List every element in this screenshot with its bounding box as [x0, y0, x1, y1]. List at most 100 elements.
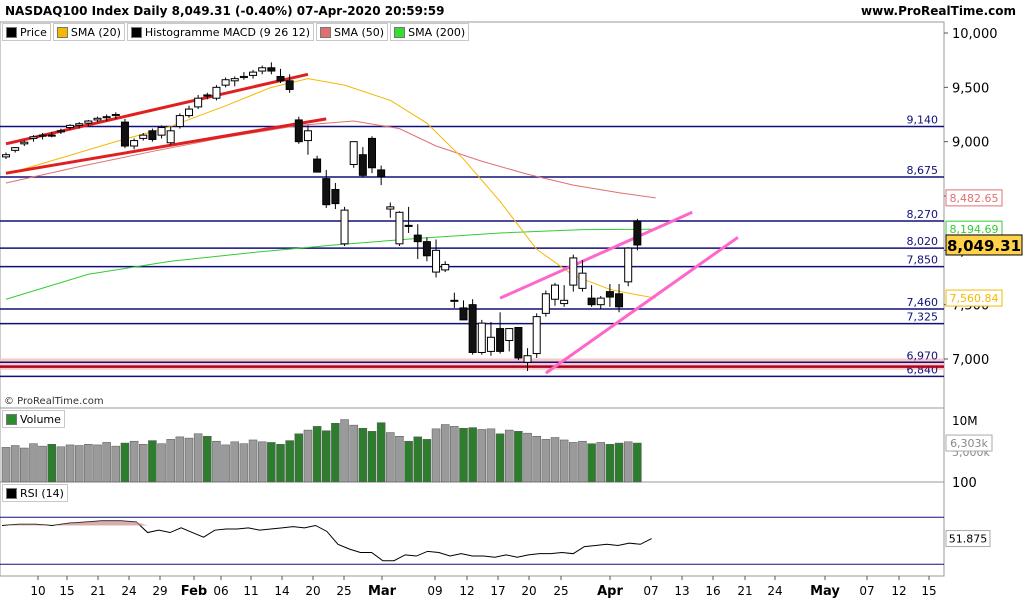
candle-body-57 [523, 355, 532, 363]
legend-swatch-icon [130, 26, 142, 38]
volume-bar-21 [193, 433, 203, 483]
volume-bar-67 [614, 442, 624, 483]
legend-item-4[interactable]: SMA (200) [390, 23, 470, 41]
volume-bar-47 [431, 428, 441, 483]
candle-body-47 [432, 249, 441, 273]
volume-bar-54 [495, 433, 505, 483]
volume-bar-68 [623, 441, 633, 483]
candle-body-68 [624, 247, 633, 283]
candle-body-38 [349, 141, 358, 165]
volume-bar-63 [578, 440, 587, 483]
x-tick-label-15: 20 [521, 584, 536, 598]
rsi-panel-frame [0, 481, 945, 577]
legend-item-1[interactable]: SMA (20) [52, 23, 125, 41]
candle-body-5 [47, 134, 56, 137]
x-tick-label-3: 24 [121, 584, 136, 598]
candle-body-26 [239, 75, 248, 79]
trendline-2 [499, 210, 693, 300]
candle-body-64 [587, 297, 596, 306]
rsi-legend-item[interactable]: RSI (14) [2, 484, 68, 502]
brand-label[interactable]: www.ProRealTime.com [861, 4, 1016, 18]
x-tick-label-1: 15 [59, 584, 74, 598]
x-tick-label-16: 25 [553, 584, 568, 598]
legend-item-0[interactable]: Price [2, 23, 51, 41]
volume-bar-22 [203, 436, 212, 483]
candle-body-15 [139, 134, 148, 139]
legend-swatch-icon [394, 26, 406, 38]
x-tick-label-19: 13 [674, 584, 689, 598]
volume-bar-51 [468, 427, 477, 483]
legend-label: Price [20, 25, 47, 39]
candle-body-36 [331, 188, 340, 205]
level-label-6: 7,325 [907, 311, 939, 324]
candle-body-27 [249, 71, 258, 76]
candle-body-34 [313, 158, 322, 173]
candle-body-9 [84, 120, 93, 124]
legend-label: SMA (50) [334, 25, 385, 39]
level-label-1: 8,675 [907, 164, 939, 177]
legend-item-3[interactable]: SMA (50) [316, 23, 389, 41]
candle-body-52 [477, 322, 486, 353]
volume-bar-38 [349, 424, 358, 483]
volume-bar-8 [74, 445, 84, 483]
price-badge-0 [945, 189, 1003, 207]
price-badge-3 [945, 289, 1003, 307]
candle-body-21 [194, 97, 203, 108]
candle-body-44 [404, 224, 413, 227]
x-tick-label-17: Apr [597, 584, 623, 599]
legend-item-2[interactable]: Histogramme MACD (9 26 12) [126, 23, 315, 41]
volume-bar-20 [184, 437, 194, 483]
candle-body-37 [340, 209, 349, 245]
y-tick-label-0: 10,000 [952, 27, 998, 42]
candle-body-12 [111, 114, 120, 117]
candle-body-11 [102, 116, 111, 119]
candle-body-2 [20, 141, 29, 145]
legend-swatch-icon [320, 26, 332, 38]
volume-bar-28 [257, 441, 267, 483]
candle-body-48 [441, 263, 450, 271]
volume-bar-64 [587, 443, 596, 483]
price-badge-label-3: 7,560.84 [950, 292, 999, 305]
x-tick-label-8: 14 [274, 584, 289, 598]
level-label-5: 7,460 [907, 296, 939, 309]
volume-bar-24 [221, 444, 230, 483]
trendline-0 [5, 72, 309, 146]
legend-swatch-icon [56, 26, 68, 38]
x-tick-label-20: 16 [705, 584, 720, 598]
candle-body-31 [285, 80, 294, 91]
volume-bar-44 [404, 440, 413, 483]
volume-legend-item[interactable]: Volume [2, 410, 65, 428]
volume-bar-39 [358, 427, 368, 483]
candle-body-49 [450, 299, 459, 302]
volume-bar-37 [340, 419, 349, 483]
level-label-4: 7,850 [907, 254, 939, 267]
volume-bar-27 [248, 439, 258, 483]
candle-body-58 [532, 316, 541, 355]
rsi-label: RSI (14) [20, 486, 64, 500]
candle-body-22 [203, 94, 212, 97]
candle-body-65 [596, 297, 605, 306]
x-tick-label-7: 11 [243, 584, 258, 598]
volume-bar-7 [65, 444, 75, 483]
candle-body-50 [459, 307, 468, 321]
candle-body-6 [56, 130, 65, 133]
x-tick-label-2: 21 [90, 584, 105, 598]
volume-bar-40 [367, 431, 377, 483]
support-band [0, 358, 944, 370]
candle-body-29 [267, 67, 276, 72]
candle-body-20 [185, 108, 193, 117]
volume-badge-label: 6,303k [950, 437, 988, 450]
candle-body-14 [130, 140, 139, 147]
volume-bar-32 [294, 433, 304, 483]
x-tick-label-14: 17 [490, 584, 505, 598]
y-tick-label-2: 9,000 [952, 136, 989, 151]
volume-bar-25 [230, 441, 239, 483]
volume-bar-45 [413, 436, 422, 483]
volume-bar-13 [120, 442, 130, 483]
candle-body-7 [66, 124, 75, 129]
candle-body-54 [496, 328, 505, 352]
volume-bar-46 [422, 439, 432, 483]
volume-bar-1 [10, 445, 20, 483]
